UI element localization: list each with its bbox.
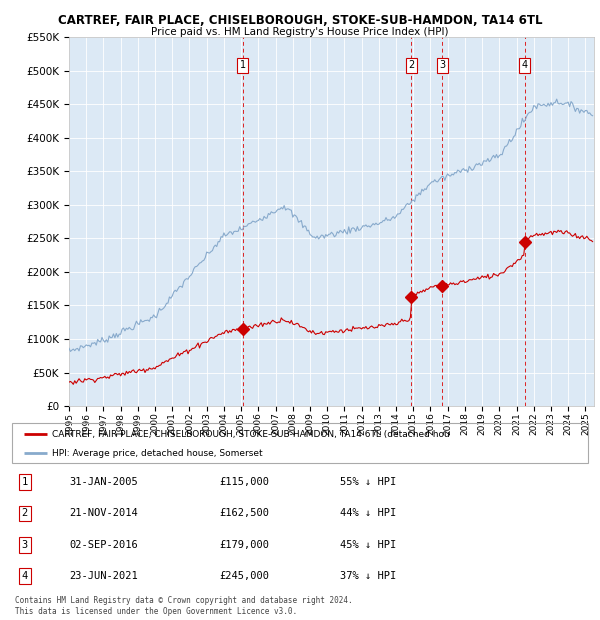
Text: £245,000: £245,000 bbox=[220, 572, 269, 582]
Text: 55% ↓ HPI: 55% ↓ HPI bbox=[340, 477, 397, 487]
Text: 45% ↓ HPI: 45% ↓ HPI bbox=[340, 540, 397, 550]
Text: 1: 1 bbox=[22, 477, 28, 487]
Text: 37% ↓ HPI: 37% ↓ HPI bbox=[340, 572, 397, 582]
Text: 4: 4 bbox=[522, 60, 528, 71]
Text: Contains HM Land Registry data © Crown copyright and database right 2024.
This d: Contains HM Land Registry data © Crown c… bbox=[15, 596, 353, 616]
Text: 44% ↓ HPI: 44% ↓ HPI bbox=[340, 508, 397, 518]
Text: 31-JAN-2005: 31-JAN-2005 bbox=[70, 477, 139, 487]
Text: CARTREF, FAIR PLACE, CHISELBOROUGH, STOKE-SUB-HAMDON, TA14 6TL (detached hou: CARTREF, FAIR PLACE, CHISELBOROUGH, STOK… bbox=[52, 430, 450, 438]
Text: 2: 2 bbox=[22, 508, 28, 518]
Text: 2: 2 bbox=[408, 60, 415, 71]
Text: 02-SEP-2016: 02-SEP-2016 bbox=[70, 540, 139, 550]
Text: CARTREF, FAIR PLACE, CHISELBOROUGH, STOKE-SUB-HAMDON, TA14 6TL: CARTREF, FAIR PLACE, CHISELBOROUGH, STOK… bbox=[58, 14, 542, 27]
Text: 21-NOV-2014: 21-NOV-2014 bbox=[70, 508, 139, 518]
Text: HPI: Average price, detached house, Somerset: HPI: Average price, detached house, Some… bbox=[52, 448, 263, 458]
Text: Price paid vs. HM Land Registry's House Price Index (HPI): Price paid vs. HM Land Registry's House … bbox=[151, 27, 449, 37]
Text: 23-JUN-2021: 23-JUN-2021 bbox=[70, 572, 139, 582]
Text: 1: 1 bbox=[239, 60, 245, 71]
Text: 3: 3 bbox=[22, 540, 28, 550]
Text: £162,500: £162,500 bbox=[220, 508, 269, 518]
Text: 3: 3 bbox=[439, 60, 445, 71]
Text: £179,000: £179,000 bbox=[220, 540, 269, 550]
Text: £115,000: £115,000 bbox=[220, 477, 269, 487]
Text: 4: 4 bbox=[22, 572, 28, 582]
